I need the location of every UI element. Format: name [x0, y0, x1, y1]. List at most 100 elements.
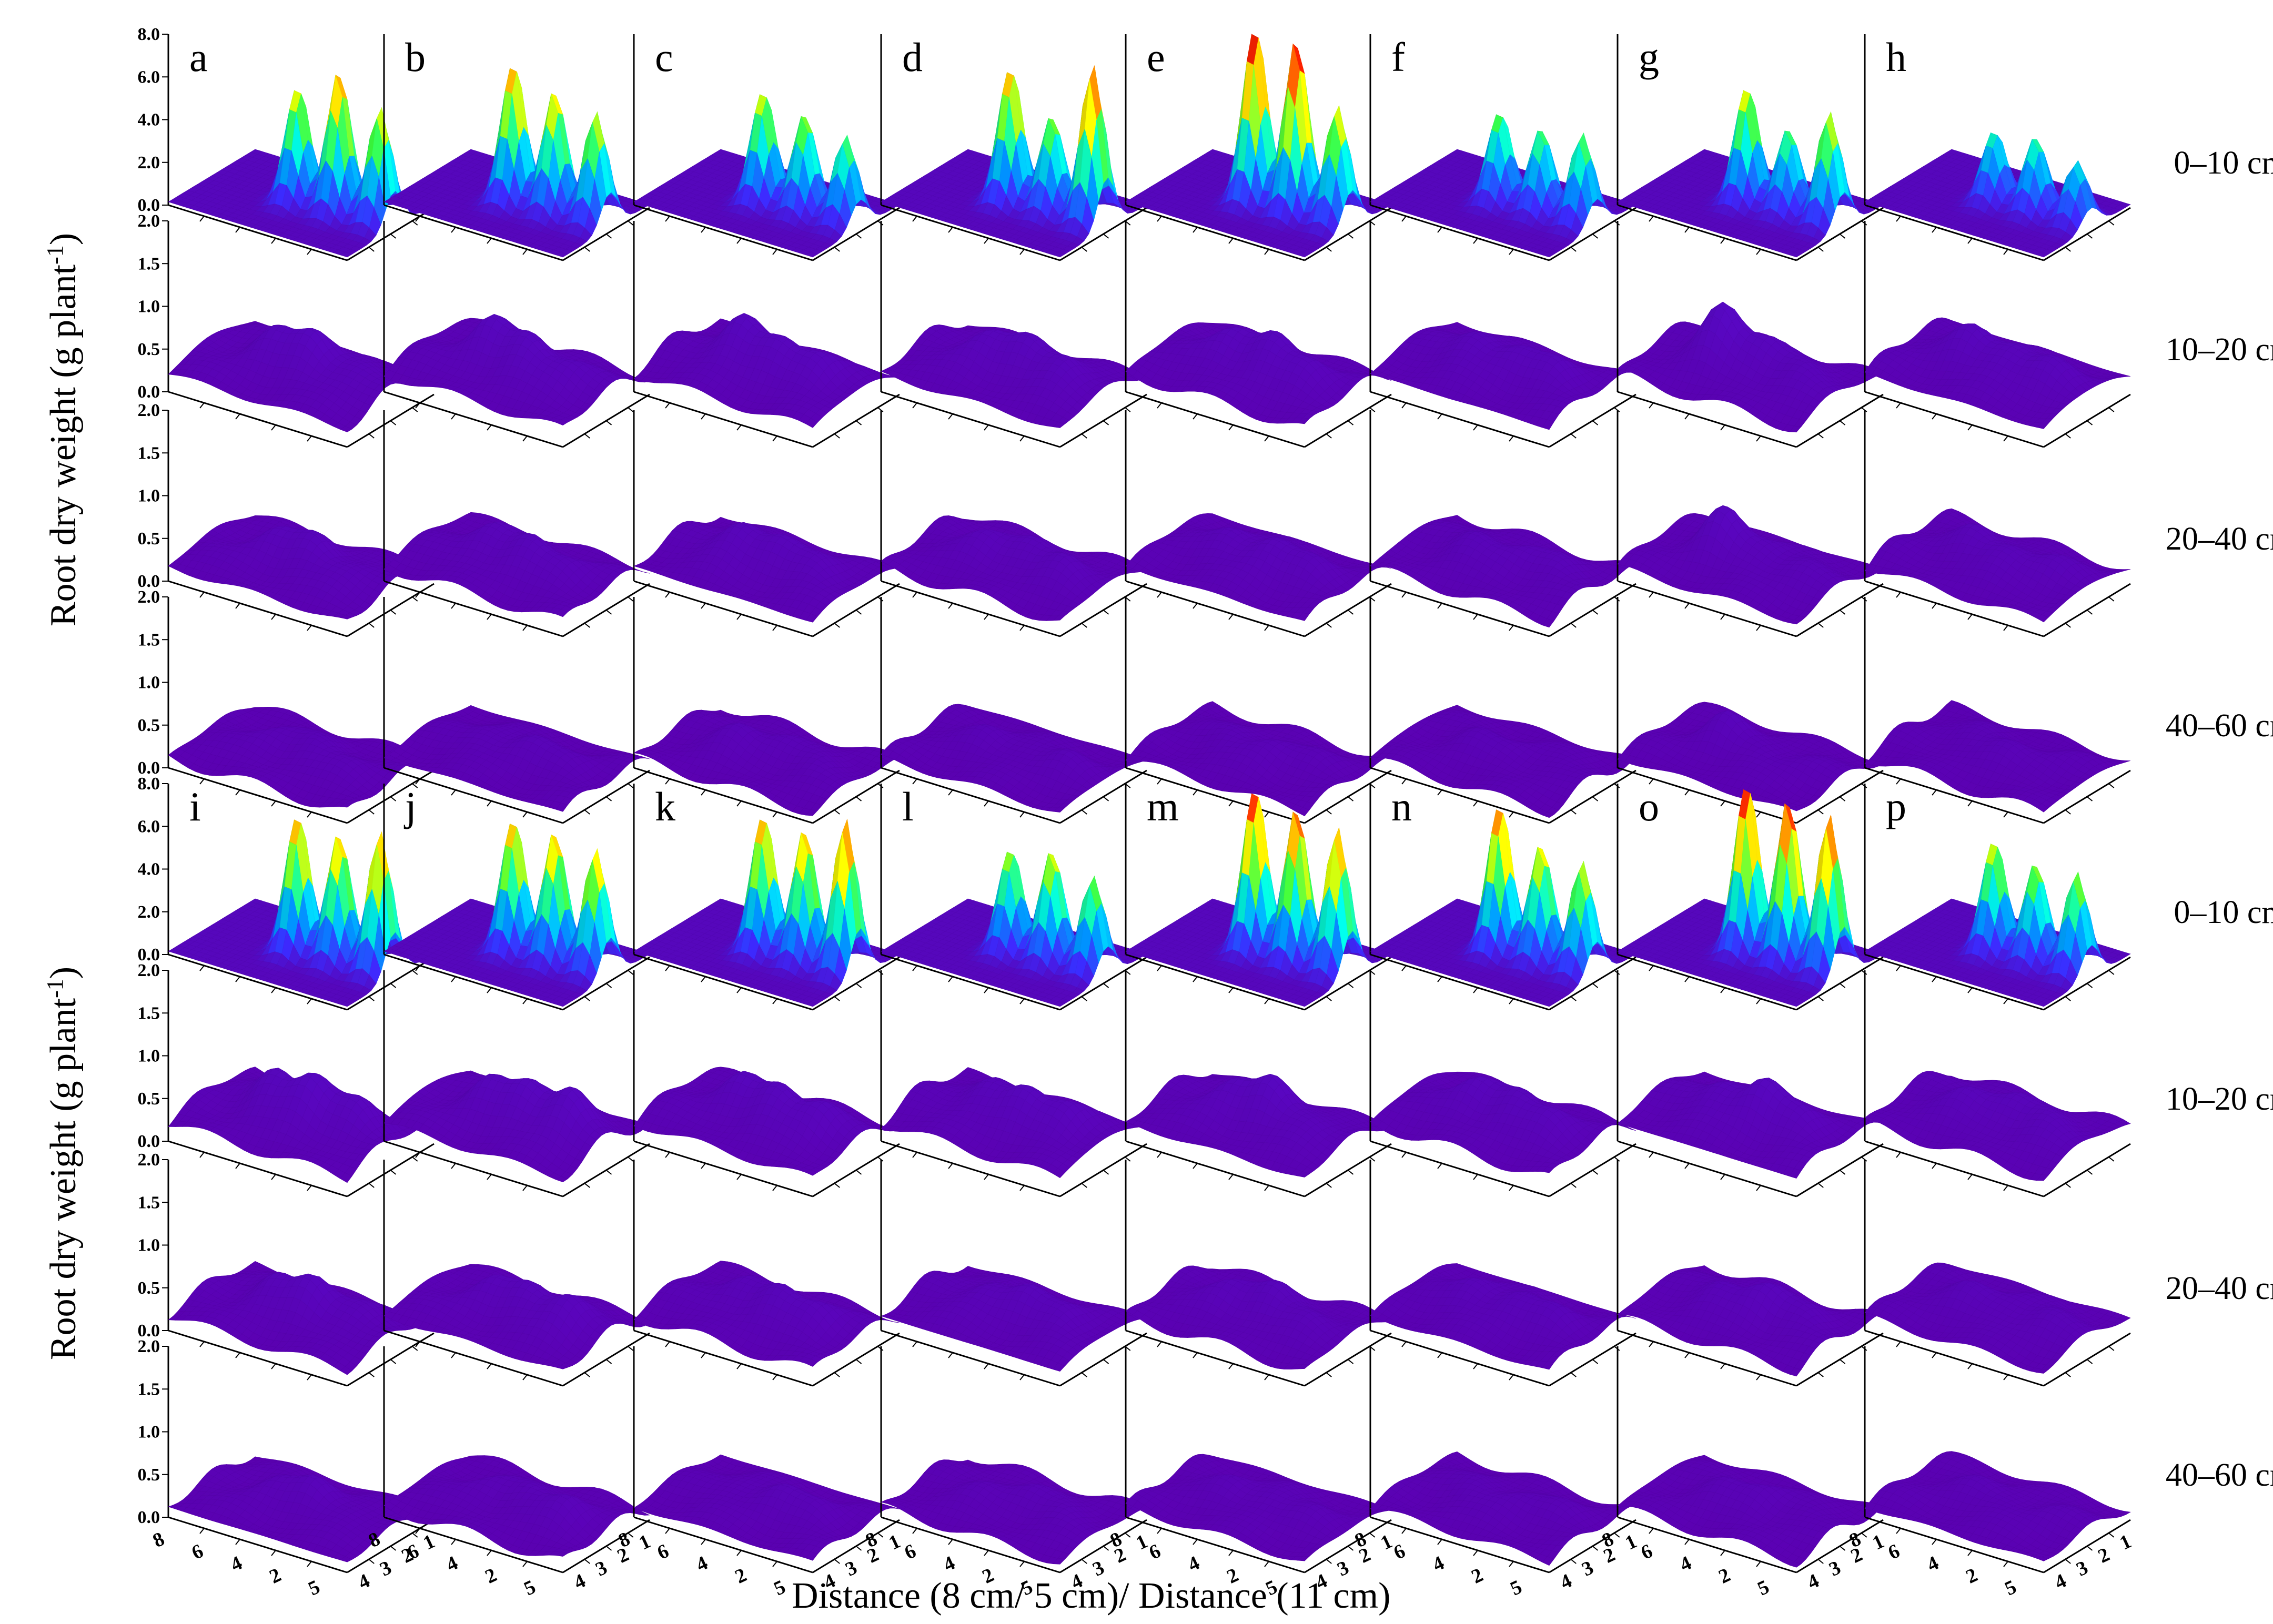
x-tick — [773, 436, 777, 441]
y-tick — [1593, 797, 1598, 801]
z-tick-label: 2.0 — [138, 902, 160, 922]
y-tick — [1326, 1183, 1331, 1187]
y-tick-label: 3 — [377, 1557, 395, 1581]
y-tick — [1840, 1546, 1845, 1550]
y-tick — [412, 1157, 418, 1161]
y-tick — [1326, 247, 1331, 251]
surface-panel-k-1: k — [634, 784, 900, 1010]
x-tick — [1473, 425, 1478, 430]
x-tick — [1229, 1364, 1233, 1369]
surface-mesh — [881, 852, 1147, 1007]
y-tick — [1862, 1533, 1867, 1537]
x-tick — [913, 216, 917, 221]
x-tick — [701, 1353, 705, 1358]
y-tick — [607, 1546, 612, 1550]
y-tick — [2087, 234, 2093, 238]
y-tick — [2065, 247, 2070, 251]
y-tick — [1104, 234, 1109, 238]
x-tick-label: 2 — [1468, 1564, 1487, 1588]
x-tick — [1932, 790, 1936, 795]
x-tick — [773, 812, 777, 817]
x-tick — [773, 1375, 777, 1380]
y-tick — [1818, 997, 1823, 1001]
y-tick — [1593, 610, 1598, 614]
y-tick — [391, 797, 396, 801]
y-tick-label: 4 — [1804, 1570, 1822, 1594]
y-tick — [584, 997, 590, 1001]
x-tick — [1509, 436, 1513, 441]
x-tick — [1020, 436, 1024, 441]
x-tick — [236, 1539, 240, 1545]
x-tick — [1157, 1152, 1161, 1158]
surface-panel-g-2 — [1618, 221, 1883, 447]
surface-panel-j-2 — [384, 970, 650, 1196]
x-tick — [200, 403, 204, 408]
x-tick — [1968, 801, 1972, 806]
z-tick-label: 1.0 — [138, 1047, 160, 1066]
x-tick — [984, 425, 988, 430]
y-tick — [369, 1373, 374, 1377]
x-tick — [1968, 1364, 1972, 1369]
y-tick — [834, 997, 840, 1001]
y-tick — [878, 1533, 883, 1537]
z-tick-label: 0.5 — [138, 1465, 160, 1485]
x-tick — [1896, 1152, 1901, 1158]
x-tick — [1685, 977, 1689, 982]
x-tick — [487, 425, 491, 430]
surface-mesh — [384, 1264, 650, 1369]
x-tick — [913, 592, 917, 597]
y-axis-label-bottom-close: ) — [43, 967, 84, 979]
surface-mesh — [1618, 1265, 1883, 1376]
x-tick — [451, 414, 456, 419]
x-tick — [737, 1364, 741, 1369]
x-tick — [307, 999, 311, 1004]
y-tick — [391, 1359, 396, 1364]
y-tick — [369, 1559, 374, 1564]
x-tick — [1020, 1561, 1024, 1567]
x-tick — [1685, 227, 1689, 232]
x-tick — [307, 436, 311, 441]
x-tick — [1193, 603, 1197, 608]
y-tick — [1593, 983, 1598, 988]
x-tick — [451, 1353, 456, 1358]
z-tick-label: 1.5 — [138, 630, 160, 649]
x-tick-label: 4 — [1429, 1552, 1448, 1576]
x-tick — [1473, 1174, 1478, 1180]
surface-mesh — [1865, 133, 2130, 257]
surface-panel-f-3 — [1370, 410, 1636, 636]
surface-panel-a-1: 0.02.04.06.08.0 a — [138, 25, 435, 260]
depth-label: 20–40 cm — [2166, 1271, 2273, 1306]
x-tick — [665, 966, 670, 971]
surface-mesh — [1126, 1074, 1391, 1177]
panel-label: o — [1639, 784, 1659, 829]
surface-panel-k-3 — [634, 1160, 900, 1386]
surface-panel-b-2 — [384, 221, 650, 447]
x-tick-label: 5 — [521, 1576, 539, 1600]
surface-mesh — [384, 1071, 650, 1182]
surface-mesh — [1865, 509, 2130, 622]
z-tick-label: 0.5 — [138, 1089, 160, 1109]
y-tick — [607, 1359, 612, 1364]
z-tick-label: 8.0 — [138, 774, 160, 794]
y-tick — [584, 247, 590, 251]
x-tick — [1968, 614, 1972, 620]
x-tick-label: 6 — [901, 1540, 920, 1564]
surface-panel-f-1: f — [1370, 34, 1636, 260]
x-tick — [737, 238, 741, 243]
y-tick — [628, 221, 633, 225]
surface-panel-n-2 — [1370, 970, 1636, 1196]
z-tick-label: 1.5 — [138, 443, 160, 463]
x-tick-label: 6 — [188, 1540, 207, 1564]
x-tick — [523, 812, 527, 817]
y-tick — [584, 1373, 590, 1377]
y-tick-label: 2 — [2095, 1544, 2113, 1568]
x-tick — [948, 227, 953, 232]
y-tick — [369, 247, 374, 251]
z-tick-label: 0.5 — [138, 340, 160, 359]
x-tick — [200, 216, 204, 221]
x-tick-label: 8 — [149, 1528, 168, 1552]
y-tick — [2109, 1346, 2114, 1351]
z-tick-label: 1.5 — [138, 1003, 160, 1023]
x-tick — [665, 216, 670, 221]
surface-mesh — [1370, 115, 1636, 257]
